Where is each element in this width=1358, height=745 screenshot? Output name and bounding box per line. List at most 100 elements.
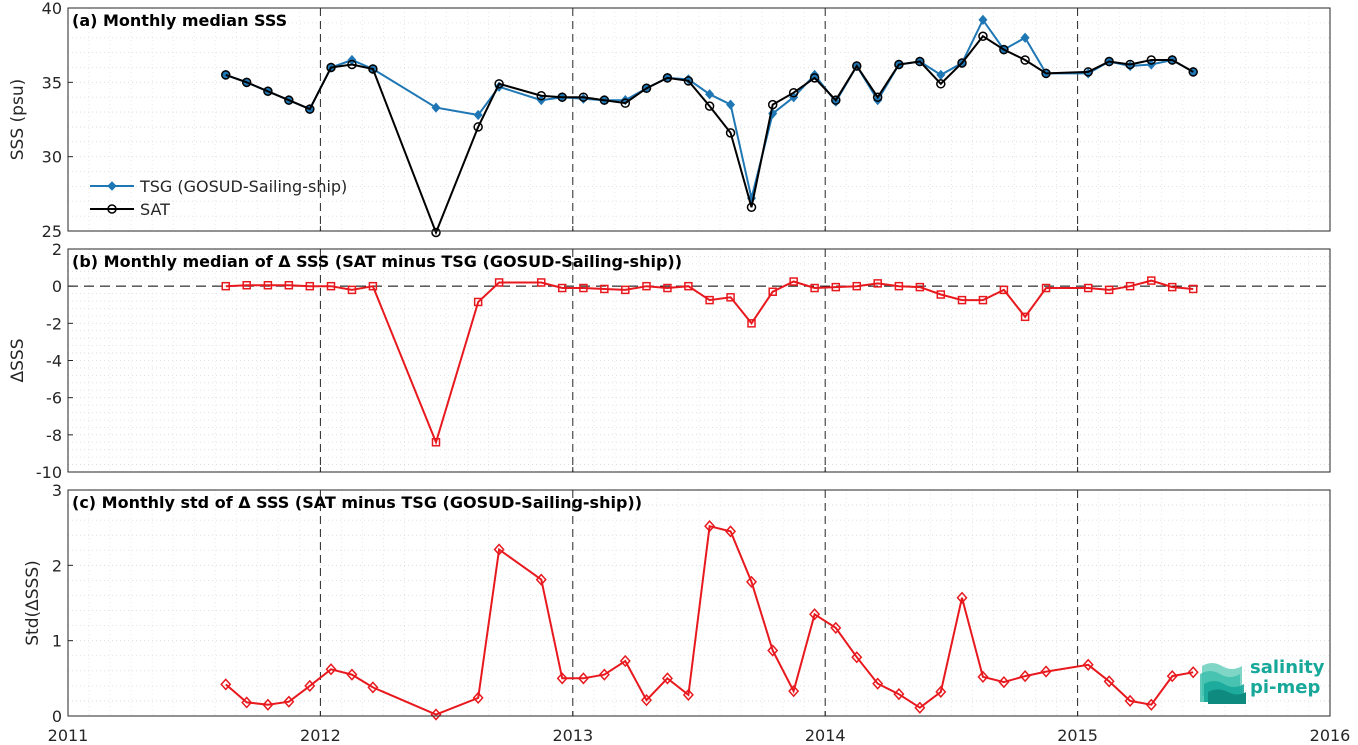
panel-c-series-0-point (998, 675, 1010, 689)
panel-b-series-0-point (831, 282, 841, 292)
panel-a-series-1-point (557, 92, 567, 102)
panel-b-series-0-point (431, 438, 441, 447)
panel-c-series-0-point (241, 696, 253, 709)
panel-c-series-0-point (745, 575, 758, 589)
panel-b-series-0-point (1125, 281, 1135, 291)
panel-c-frame (67, 489, 1331, 717)
legend: TSG (GOSUD-Sailing-ship) SAT (90, 177, 347, 219)
panel-b-series-0-point (579, 283, 588, 293)
panel-a-series-1-point (1083, 67, 1093, 77)
panel-a-series-1-point (852, 61, 862, 71)
panel-a-series-0-point (431, 102, 441, 113)
panel-a-series-1-point (788, 87, 799, 98)
panel-c-series-0-point (556, 672, 568, 685)
panel-b-ticks: -10 -8 -6 -4 -2 0 2 (36, 240, 1331, 482)
panel-c-series-0-point (430, 708, 442, 721)
x-tick-label: 2012 (300, 726, 341, 745)
panel-a-series-1-point (431, 227, 441, 238)
panel-b-series-0-point (347, 285, 357, 295)
panel-b-series-0-point (600, 284, 609, 294)
panel-c-series-0-point (367, 681, 379, 694)
y-tick-label: 40 (42, 0, 62, 18)
panel-c-series-0-point (809, 608, 821, 621)
panel-c-series-0-point (325, 663, 337, 676)
panel-a-series-1-point (641, 83, 652, 94)
panel-a-series-1-point (241, 77, 252, 88)
panel-a-series-1-point (957, 58, 967, 68)
y-tick-label: 35 (42, 73, 62, 92)
panel-c-series-0-point (725, 525, 737, 538)
panel-c-series-0-point (283, 695, 295, 708)
panel-b-series-0-point (1020, 312, 1030, 322)
panel-b-series-0-point (957, 295, 967, 305)
panel-a-series-0-point (726, 99, 736, 110)
panel-a-series-1-point (978, 31, 988, 41)
panel-a-series-1-point (809, 73, 820, 83)
panel-a-series-0-point (936, 69, 946, 81)
panel-a-series-1-point (473, 122, 483, 132)
panel-a-series-1-point (894, 59, 904, 70)
panel-c-series-0-point (1145, 698, 1157, 711)
panel-a-series-1-point (872, 92, 883, 102)
y-tick-label: 0 (52, 277, 62, 296)
x-tick-label: 2016 (1310, 726, 1351, 745)
panel-b-marks (221, 276, 1198, 447)
panel-a-series-0-point (473, 109, 483, 121)
panel-a-series-1-point (326, 62, 336, 73)
panel-b-ylabel: ΔSSS (8, 338, 28, 382)
panel-a-series-1-point (999, 44, 1009, 55)
panel-a-series-1-point (1125, 59, 1135, 70)
panel-a-series-1-point (284, 95, 294, 105)
x-tick-label: 2014 (805, 726, 846, 745)
panel-a-ticks: 25 30 35 40 (42, 0, 1331, 241)
panel-c-series-0-point (1103, 675, 1115, 688)
panel-b-series-0-point (663, 283, 672, 293)
panel-c-series-0-point (893, 688, 905, 701)
y-tick-label: -8 (46, 426, 62, 445)
panel-c-series-0-point (472, 691, 484, 705)
panel-b-series-0-point (1104, 285, 1114, 295)
y-tick-label: 30 (42, 148, 62, 167)
panel-b-series-0-point (810, 283, 819, 293)
panel-a-series-1-point (263, 86, 273, 97)
y-tick-label: -4 (46, 352, 62, 371)
panel-c-series-0-point (220, 678, 232, 691)
panel-a-series-1-point (620, 98, 631, 108)
y-tick-label: -6 (46, 389, 62, 408)
legend-tsg-marker (107, 181, 117, 191)
y-tick-label: 2 (52, 240, 62, 259)
x-tick-label: 2011 (48, 726, 89, 745)
panel-c-series-0-point (1124, 694, 1136, 708)
panel-c-series-0-point (1166, 669, 1178, 683)
panel-a-series-1-point (725, 128, 736, 138)
panel-a-series-1-point (1041, 68, 1051, 79)
panel-b-series-0-point (305, 281, 315, 291)
panel-a-series-1-point (494, 79, 504, 89)
panel-b-series-0-point (1083, 283, 1093, 293)
legend-tsg-label: TSG (GOSUD-Sailing-ship) (139, 177, 347, 196)
panel-c-series-0-point (682, 688, 694, 702)
logo-line1: salinity (1250, 657, 1325, 678)
panel-b-series-0-point (642, 281, 651, 291)
y-tick-label: 0 (52, 707, 62, 726)
y-tick-label: -2 (46, 314, 62, 333)
panel-c-series-0-point (577, 672, 589, 685)
panel-a-series-1-point (221, 70, 231, 80)
panel-a-series-0-point (978, 14, 988, 26)
panel-b-series-0-point (726, 293, 735, 302)
panel-b-series-0-point (873, 279, 882, 288)
panel-c-series-0-point (767, 644, 779, 657)
panel-b-series-0-point (326, 281, 336, 291)
panel-a-grid (68, 7, 1330, 232)
panel-b-series-0-point (936, 290, 946, 299)
panel-a-series-1-point (1020, 55, 1030, 65)
panel-b-series-0-point (999, 285, 1009, 295)
panel-b: -10 -8 -6 -4 -2 0 2 (b) Monthly median of Δ SS… (8, 240, 1331, 482)
panel-c-series-0-point (661, 672, 673, 685)
panel-a-series-1-point (704, 101, 715, 111)
panel-a-series-1-point (662, 73, 673, 83)
panel-a-series-1-point (936, 79, 946, 89)
legend-sat-label: SAT (140, 200, 170, 219)
panel-c-series-0-point (640, 694, 653, 707)
